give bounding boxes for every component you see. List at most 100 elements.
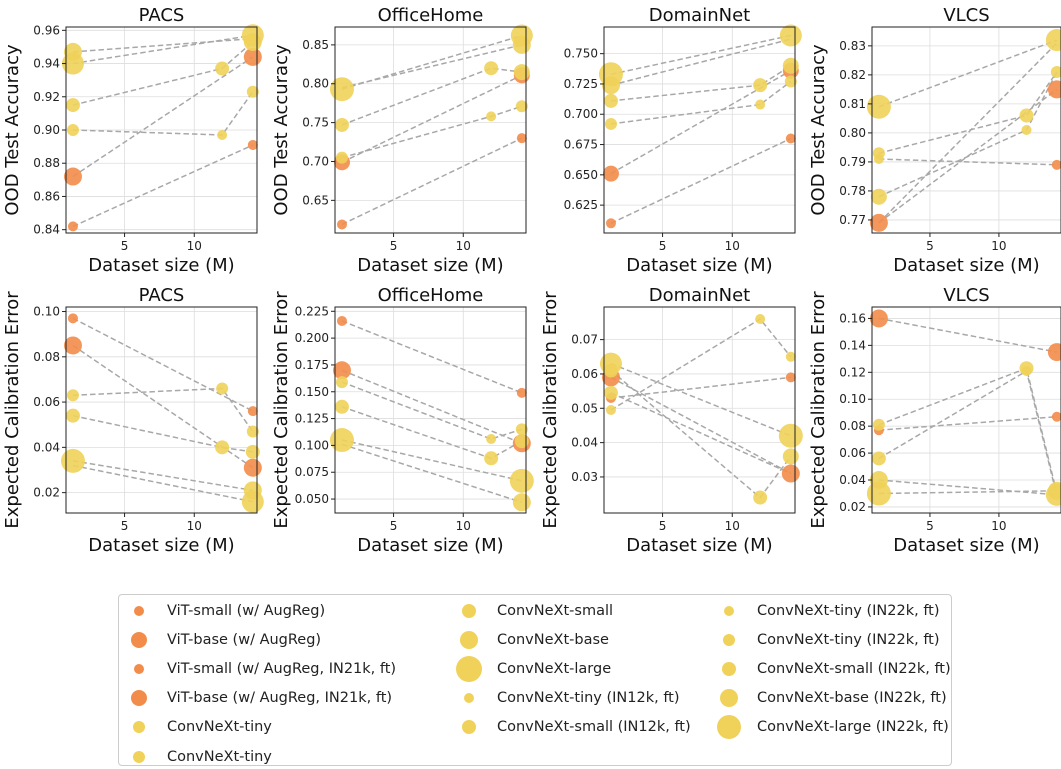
legend-item: ConvNeXt-large (IN22k, ft) <box>709 715 1009 739</box>
data-point <box>486 433 497 444</box>
data-point <box>515 100 528 113</box>
data-point <box>65 98 80 113</box>
legend-item: ConvNeXt-base <box>449 628 749 652</box>
y-tick-label: 0.78 <box>839 184 866 198</box>
y-tick-label: 0.14 <box>839 338 866 352</box>
data-point <box>784 75 797 88</box>
y-tick-label: 0.04 <box>33 440 60 454</box>
subplot-8: 5 10 0.02 0.04 0.06 0.08 0.10 0.12 0.14 0.16 VLCS D… <box>808 285 1061 556</box>
y-tick-label: 0.77 <box>839 213 866 227</box>
series-line <box>341 369 523 444</box>
series-line <box>341 137 523 226</box>
data-point <box>603 385 618 400</box>
x-tick-label: 10 <box>187 239 202 253</box>
y-tick-label: 0.03 <box>571 470 598 484</box>
legend-marker <box>724 606 734 616</box>
axes-frame <box>871 306 1061 514</box>
series-line <box>72 144 254 228</box>
y-tick-label: 0.625 <box>564 198 598 212</box>
data-point <box>872 147 885 160</box>
legend-label: ConvNeXt-small <box>497 603 614 619</box>
series-line <box>878 369 1058 497</box>
data-point <box>67 313 78 324</box>
x-tick-label: 5 <box>659 239 667 253</box>
x-tick-label: 5 <box>390 519 398 533</box>
data-point <box>509 468 534 493</box>
y-tick-label: 0.84 <box>33 223 60 237</box>
legend-item: ConvNeXt-tiny <box>119 745 419 769</box>
series-line <box>341 443 523 504</box>
data-point <box>1045 29 1061 52</box>
legend-marker <box>723 634 735 646</box>
data-point <box>215 61 230 76</box>
data-point <box>870 188 887 205</box>
data-point <box>243 458 262 477</box>
y-axis-label: OOD Test Accuracy <box>271 44 292 216</box>
data-point <box>245 444 260 459</box>
data-point <box>778 423 803 448</box>
subplot-5: 5 10 0.02 0.04 0.06 0.08 0.10 PACS Dataset size … <box>2 285 264 556</box>
y-tick-label: 0.750 <box>564 47 598 61</box>
series-line <box>878 71 1058 154</box>
data-point <box>329 77 354 102</box>
legend-marker <box>717 715 741 739</box>
data-point <box>753 490 768 505</box>
y-tick-label: 0.10 <box>33 305 60 319</box>
series-line <box>72 464 253 503</box>
y-tick-label: 0.05 <box>571 401 598 415</box>
y-tick-label: 0.82 <box>839 68 866 82</box>
chart-title: PACS <box>139 285 185 306</box>
series-line <box>341 439 522 482</box>
chart-title: OfficeHome <box>378 285 484 306</box>
data-point <box>605 218 616 229</box>
y-tick-label: 0.79 <box>839 155 866 169</box>
series-line <box>72 317 254 412</box>
series-line <box>341 67 522 126</box>
series-line <box>72 34 253 65</box>
chart-title: DomainNet <box>649 5 750 26</box>
legend-item: ConvNeXt-large <box>449 656 749 682</box>
data-point <box>785 351 796 362</box>
data-point <box>605 405 616 415</box>
y-tick-label: 0.86 <box>33 189 60 203</box>
y-tick-label: 0.150 <box>295 385 329 399</box>
legend-item: ViT-base (w/ AugReg, IN21k, ft) <box>119 686 419 710</box>
y-tick-label: 0.96 <box>33 23 60 37</box>
axes-frame <box>334 26 527 234</box>
x-tick-label: 10 <box>991 239 1006 253</box>
data-point <box>334 399 349 414</box>
data-point <box>241 490 264 513</box>
chart-title: VLCS <box>943 5 989 26</box>
legend-label: ConvNeXt-base (IN22k, ft) <box>757 690 947 706</box>
data-point <box>785 133 796 144</box>
legend-label: ConvNeXt-small (IN12k, ft) <box>497 719 691 735</box>
y-tick-label: 0.65 <box>302 193 329 207</box>
data-point <box>866 481 891 506</box>
legend-item: ConvNeXt-small <box>449 599 749 623</box>
x-tick-label: 10 <box>187 519 202 533</box>
y-tick-label: 0.175 <box>295 358 329 372</box>
series-line <box>72 387 254 432</box>
subplot-2: 5 10 0.65 0.70 0.75 0.80 0.85 OfficeHome Dataset… <box>271 5 533 276</box>
x-axis-label: Dataset size (M) <box>357 535 503 556</box>
data-point <box>335 151 348 164</box>
y-tick-label: 0.70 <box>302 154 329 168</box>
y-tick-label: 0.100 <box>295 438 329 452</box>
x-axis-label: Dataset size (M) <box>893 255 1039 276</box>
y-tick-label: 0.04 <box>839 473 866 487</box>
data-point <box>514 434 529 449</box>
legend-marker <box>133 751 145 763</box>
y-tick-label: 0.225 <box>295 304 329 318</box>
legend-label: ConvNeXt-large <box>497 661 612 677</box>
series-line <box>610 392 792 475</box>
series-line <box>878 317 1058 353</box>
legend-label: ViT-small (w/ AugReg, IN21k, ft) <box>167 661 397 677</box>
chart-title: PACS <box>139 5 185 26</box>
legend-label: ConvNeXt-tiny <box>167 719 272 735</box>
x-axis-label: Dataset size (M) <box>88 535 234 556</box>
y-tick-label: 0.04 <box>571 436 598 450</box>
series-line <box>72 37 253 53</box>
data-point <box>782 448 799 465</box>
legend-label: ConvNeXt-tiny (IN12k, ft) <box>497 690 680 706</box>
series-line <box>72 56 254 178</box>
